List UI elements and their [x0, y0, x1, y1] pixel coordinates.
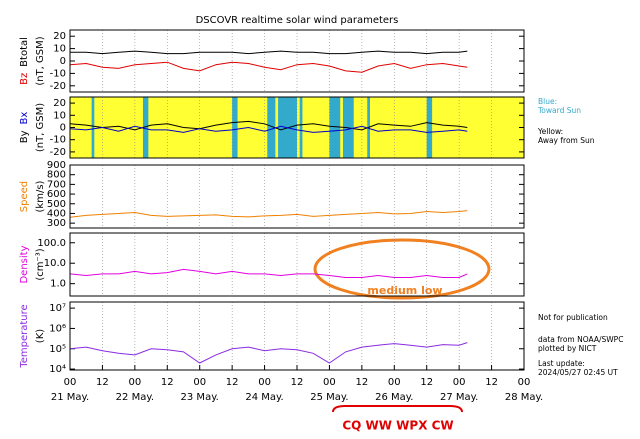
x-tick-label: 00 — [388, 377, 401, 388]
x-day-label: 25 May. — [310, 392, 348, 403]
y-tick-label: 100.0 — [37, 238, 66, 249]
y-tick-label: 10 — [53, 44, 66, 55]
contest-bracket — [332, 405, 463, 413]
ellipse-label: medium low — [367, 284, 442, 297]
x-day-label: 23 May. — [181, 392, 219, 403]
x-tick-label: 00 — [323, 377, 336, 388]
toward-sun-band — [329, 97, 341, 158]
chart-title: DSCOVR realtime solar wind parameters — [196, 15, 399, 26]
y-tick-label: -10 — [50, 68, 66, 79]
legend-label: Blue: — [538, 97, 557, 106]
note: Last update: — [538, 359, 585, 368]
note: Not for publication — [538, 313, 608, 322]
series-line — [69, 125, 468, 133]
y-axis-label: Temperature — [19, 304, 30, 368]
y-tick-label: -10 — [50, 135, 66, 146]
panel-frame — [69, 96, 525, 159]
y-axis-unit: (K) — [35, 329, 46, 343]
note: plotted by NICT — [538, 344, 597, 353]
series-line — [70, 50, 468, 55]
y-axis-label-part: Temperature — [19, 304, 30, 368]
x-day-label: 27 May. — [440, 392, 478, 403]
note: data from NOAA/SWPC — [538, 335, 623, 344]
y-axis-label-part: Speed — [19, 181, 30, 212]
y-axis-label-part: By — [19, 130, 30, 143]
x-day-label: 24 May. — [245, 392, 283, 403]
series-line — [69, 268, 468, 278]
y-tick-label: 20 — [53, 98, 66, 109]
x-day-label: 28 May. — [505, 392, 543, 403]
contest-label: CQ WW WPX CW — [342, 419, 453, 433]
y-tick-label: 600 — [47, 189, 66, 200]
y-tick-label: 300 — [47, 218, 66, 229]
x-tick-label: 12 — [161, 377, 174, 388]
y-tick-label: 900 — [47, 160, 66, 171]
x-tick-label: 12 — [485, 377, 498, 388]
x-tick-label: 00 — [128, 377, 141, 388]
toward-sun-band — [426, 97, 433, 158]
y-tick-label: 800 — [47, 170, 66, 181]
y-tick-label: 10⁴ — [49, 364, 66, 375]
y-tick-label: 10.0 — [44, 258, 66, 269]
x-day-label: 26 May. — [375, 392, 413, 403]
toward-sun-band — [299, 97, 303, 158]
y-axis-unit: (nT, GSM) — [35, 103, 46, 152]
x-tick-label: 12 — [96, 377, 109, 388]
y-tick-label: 1.0 — [50, 279, 66, 290]
y-tick-label: 500 — [47, 199, 66, 210]
y-axis-label: Bz Btotal — [19, 37, 30, 85]
y-tick-label: 400 — [47, 208, 66, 219]
y-tick-label: 10⁶ — [49, 323, 66, 334]
y-axis-label-part: Btotal — [19, 37, 30, 67]
legend-label: Toward Sun — [537, 106, 581, 115]
x-day-label: 21 May. — [51, 392, 89, 403]
y-axis-label-part: Bz — [19, 73, 30, 85]
y-axis-unit: (cm⁻³) — [35, 248, 46, 280]
x-tick-label: 00 — [193, 377, 206, 388]
y-tick-label: 10⁵ — [49, 344, 66, 355]
y-axis-unit: (nT, GSM) — [35, 36, 46, 85]
series-line — [69, 120, 468, 131]
y-tick-label: 20 — [53, 31, 66, 42]
legend-label: Yellow: — [537, 127, 563, 136]
y-tick-label: 10⁷ — [49, 303, 66, 314]
series-line — [69, 210, 468, 218]
panel-frame — [69, 232, 525, 297]
y-tick-label: 10 — [53, 110, 66, 121]
toward-sun-band — [232, 97, 238, 158]
y-tick-label: -20 — [50, 147, 66, 158]
y-tick-label: 0 — [60, 56, 66, 67]
x-tick-label: 12 — [226, 377, 239, 388]
y-axis-label: By Bx — [19, 112, 30, 144]
highlight-ellipse — [313, 238, 491, 300]
x-tick-label: 12 — [355, 377, 368, 388]
x-day-label: 22 May. — [116, 392, 154, 403]
y-tick-label: 700 — [47, 179, 66, 190]
y-tick-label: 0 — [60, 123, 66, 134]
x-tick-label: 00 — [64, 377, 77, 388]
toward-sun-band — [267, 97, 276, 158]
x-tick-label: 12 — [420, 377, 433, 388]
y-axis-unit: (km/s) — [35, 180, 46, 212]
y-tick-label: -20 — [50, 81, 66, 92]
panel-frame — [69, 29, 525, 93]
note: 2024/05/27 02:45 UT — [538, 368, 618, 377]
y-axis-label: Density — [19, 245, 30, 283]
series-line — [69, 61, 468, 73]
panel-frame — [69, 164, 525, 229]
legend-label: Away from Sun — [538, 136, 595, 145]
x-tick-label: 00 — [453, 377, 466, 388]
y-axis-label-part: Density — [19, 245, 30, 283]
toward-sun-band — [142, 97, 149, 158]
series-line — [69, 342, 468, 364]
toward-sun-band — [91, 97, 95, 158]
y-axis-label: Speed — [19, 181, 30, 212]
x-tick-label: 00 — [258, 377, 271, 388]
y-axis-label-part: Bx — [19, 112, 30, 125]
x-tick-label: 00 — [518, 377, 531, 388]
x-tick-label: 12 — [291, 377, 304, 388]
